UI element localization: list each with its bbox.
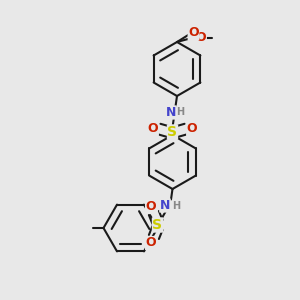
Text: O: O	[148, 122, 158, 136]
Text: O: O	[196, 31, 206, 44]
Text: S: S	[152, 218, 163, 232]
Text: H: H	[172, 201, 180, 211]
Text: N: N	[160, 199, 170, 212]
Text: S: S	[167, 125, 178, 139]
Text: H: H	[176, 107, 184, 117]
Text: N: N	[166, 106, 176, 119]
Text: O: O	[146, 200, 156, 214]
Text: O: O	[187, 122, 197, 136]
Text: O: O	[188, 26, 199, 40]
Text: O: O	[146, 236, 156, 250]
